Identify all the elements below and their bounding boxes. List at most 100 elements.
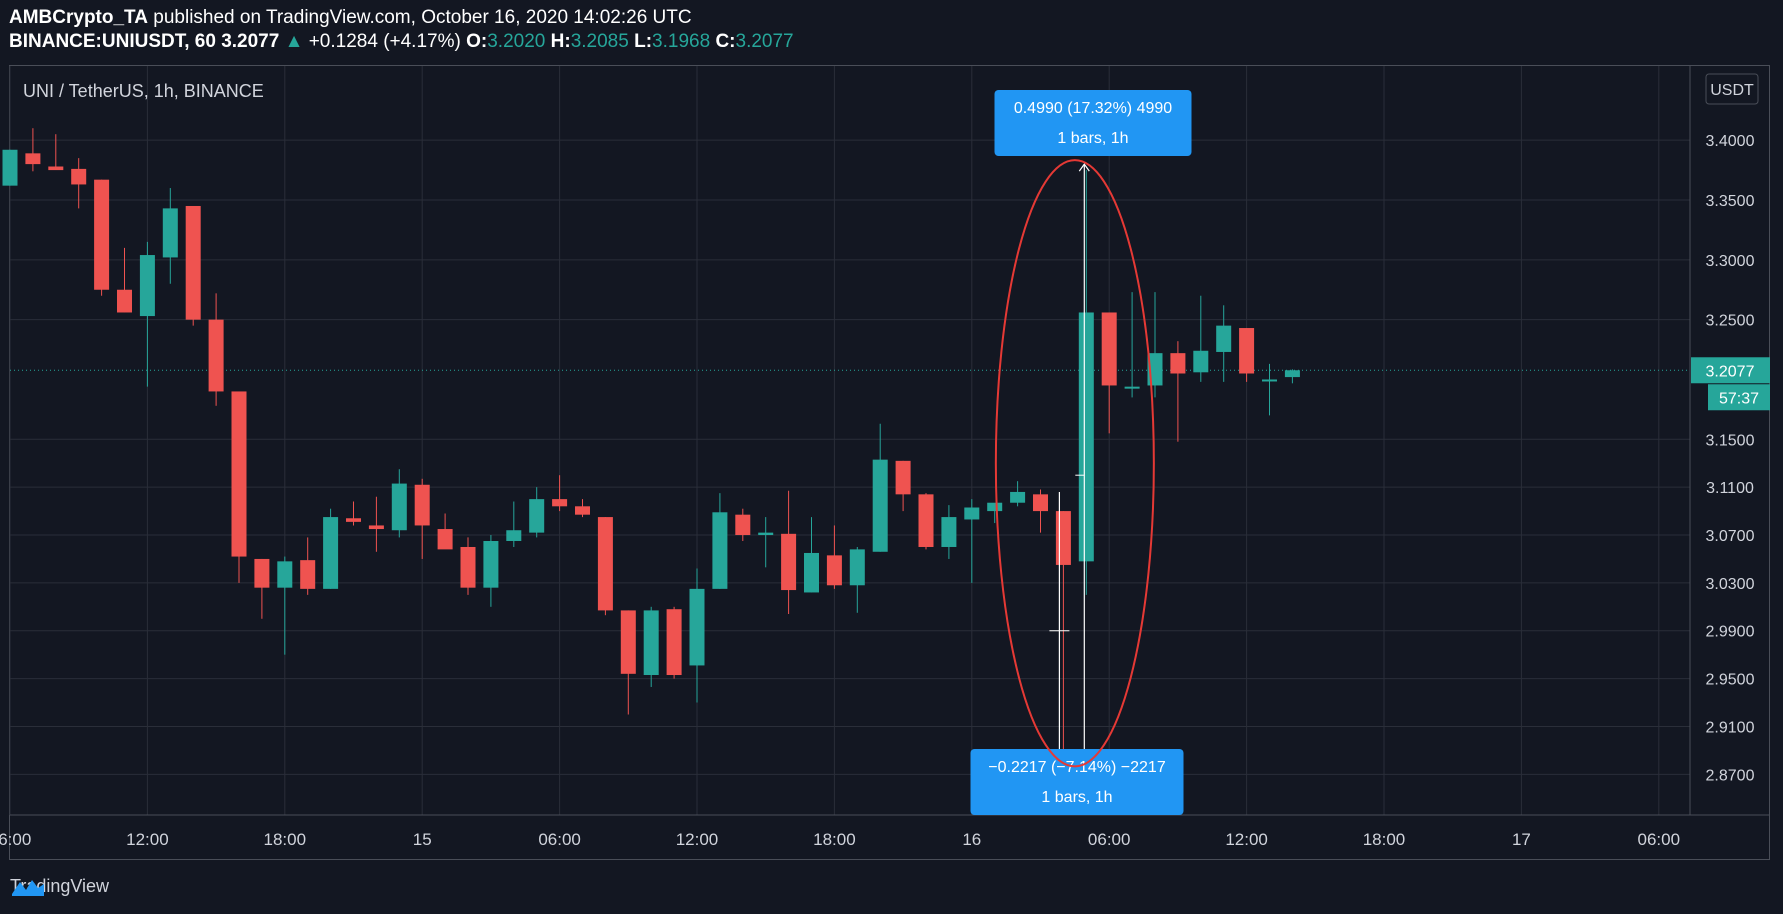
price-change: +0.1284 (+4.17%) bbox=[308, 31, 461, 52]
time-tick-label: 18:00 bbox=[1363, 830, 1406, 849]
symbol-line: BINANCE:UNIUSDT, 60 3.2077 ▲ +0.1284 (+4… bbox=[9, 30, 794, 54]
price-tick-label: 3.4000 bbox=[1706, 133, 1755, 150]
time-tick-label: 16 bbox=[962, 830, 981, 849]
candle-body bbox=[2, 149, 18, 186]
candle-body bbox=[185, 205, 201, 320]
measure-label-down: −0.2217 (−7.14%) −2217 1 bars, 1h bbox=[970, 749, 1184, 815]
candle-body bbox=[597, 517, 613, 611]
symbol-label: BINANCE:UNIUSDT, 60 bbox=[9, 31, 216, 52]
price-tick-label: 3.3500 bbox=[1706, 193, 1755, 210]
candle-body bbox=[323, 517, 339, 589]
current-price-tag: 3.2077 57:37 bbox=[1691, 357, 1770, 411]
candle-body bbox=[254, 558, 270, 588]
tradingview-logo[interactable]: TradingView bbox=[10, 876, 109, 897]
chart-header: AMBCrypto_TA published on TradingView.co… bbox=[9, 6, 794, 54]
candle-body bbox=[895, 460, 911, 495]
price-tick-label: 3.0300 bbox=[1706, 576, 1755, 593]
publisher-name[interactable]: AMBCrypto_TA bbox=[9, 7, 148, 28]
time-tick-label: 18:00 bbox=[264, 830, 307, 849]
high-label: H: bbox=[550, 31, 571, 52]
time-tick-label: 15 bbox=[413, 830, 432, 849]
candle-body bbox=[368, 525, 384, 530]
candle-body bbox=[575, 506, 590, 515]
time-tick-label: 17 bbox=[1512, 830, 1531, 849]
current-price-box bbox=[1691, 357, 1770, 384]
countdown-box bbox=[1708, 384, 1770, 411]
candle-body bbox=[71, 168, 87, 185]
unit-badge-box bbox=[1705, 73, 1759, 105]
candle-body bbox=[139, 255, 155, 317]
time-tick-label: 12:00 bbox=[126, 830, 169, 849]
candle-body bbox=[529, 499, 545, 533]
candle-body bbox=[987, 502, 1003, 512]
candle-body bbox=[1284, 370, 1300, 378]
chart-title: UNI / TetherUS, 1h, BINANCE bbox=[23, 81, 264, 101]
open-value: 3.2020 bbox=[487, 31, 546, 52]
low-label: L: bbox=[634, 31, 653, 52]
candle-body bbox=[1216, 325, 1232, 352]
candle-body bbox=[1101, 312, 1117, 386]
candle-body bbox=[1033, 494, 1048, 512]
candle-body bbox=[162, 208, 178, 258]
candle-body bbox=[758, 532, 774, 536]
candle-body bbox=[483, 541, 499, 588]
close-value: 3.2077 bbox=[735, 31, 794, 52]
time-tick-label: 18:00 bbox=[813, 830, 856, 849]
price-tick-label: 3.2500 bbox=[1706, 313, 1755, 330]
candles bbox=[2, 128, 1300, 763]
measure-label-up: 0.4990 (17.32%) 4990 1 bars, 1h bbox=[994, 90, 1192, 156]
candle-body bbox=[666, 609, 682, 676]
candle-body bbox=[872, 459, 888, 552]
open-label: O: bbox=[466, 31, 488, 52]
candle-body bbox=[849, 549, 865, 586]
candle-body bbox=[48, 166, 64, 171]
candle-body bbox=[117, 289, 132, 313]
time-tick-label: 06:00 bbox=[538, 830, 581, 849]
price-tick-label: 3.3000 bbox=[1706, 253, 1755, 270]
candle-body bbox=[689, 588, 705, 666]
unit-badge[interactable]: USDT bbox=[1705, 73, 1759, 105]
measure-label-up-value: 0.4990 (17.32%) 4990 bbox=[1014, 100, 1172, 117]
candle-body bbox=[552, 499, 568, 507]
candle-body bbox=[941, 517, 957, 547]
candle-body bbox=[804, 552, 819, 593]
candle-body bbox=[1239, 328, 1255, 374]
time-scale[interactable]: 06:00 12:00 18:00 15 06:00 12:00 18:00 16 06:00 1… bbox=[0, 830, 1680, 849]
current-price-label: 3.2077 bbox=[1706, 363, 1755, 380]
candle-body bbox=[277, 561, 293, 588]
measure-label-up-bars: 1 bars, 1h bbox=[1057, 130, 1128, 147]
candle-body bbox=[1193, 350, 1209, 373]
measure-label-down-box bbox=[970, 749, 1184, 815]
candle-body bbox=[25, 153, 41, 165]
last-price: 3.2077 bbox=[221, 31, 280, 52]
candle-body bbox=[231, 391, 247, 557]
price-tick-label: 2.9900 bbox=[1706, 624, 1755, 641]
candle-body bbox=[506, 530, 522, 542]
candle-body bbox=[1262, 379, 1277, 382]
up-triangle-icon: ▲ bbox=[284, 31, 304, 52]
candle-body bbox=[918, 494, 934, 547]
price-scale[interactable]: 3.4000 3.3500 3.3000 3.2500 3.1500 3.1100 3.07… bbox=[1706, 133, 1755, 784]
countdown-label: 57:37 bbox=[1719, 390, 1759, 407]
candle-body bbox=[391, 483, 407, 531]
tradingview-logo-icon bbox=[12, 880, 44, 896]
candle-body bbox=[208, 319, 224, 392]
price-tick-label: 2.9500 bbox=[1706, 672, 1755, 689]
measure-label-down-value: −0.2217 (−7.14%) −2217 bbox=[988, 759, 1166, 776]
highlight-ellipse[interactable] bbox=[994, 159, 1155, 768]
candle-body bbox=[94, 179, 110, 290]
grid-lines bbox=[9, 66, 1690, 815]
time-tick-label: 06:00 bbox=[1638, 830, 1681, 849]
candle-body bbox=[643, 610, 659, 676]
candle-body bbox=[964, 507, 980, 520]
measure-label-down-bars: 1 bars, 1h bbox=[1041, 789, 1112, 806]
candle-body bbox=[1010, 491, 1026, 503]
high-value: 3.2085 bbox=[570, 31, 629, 52]
candle-body bbox=[1055, 511, 1071, 565]
published-text: published on TradingView.com, October 16… bbox=[153, 7, 692, 28]
candle-body bbox=[460, 546, 476, 588]
low-value: 3.1968 bbox=[652, 31, 711, 52]
measure-label-up-box bbox=[994, 90, 1192, 156]
